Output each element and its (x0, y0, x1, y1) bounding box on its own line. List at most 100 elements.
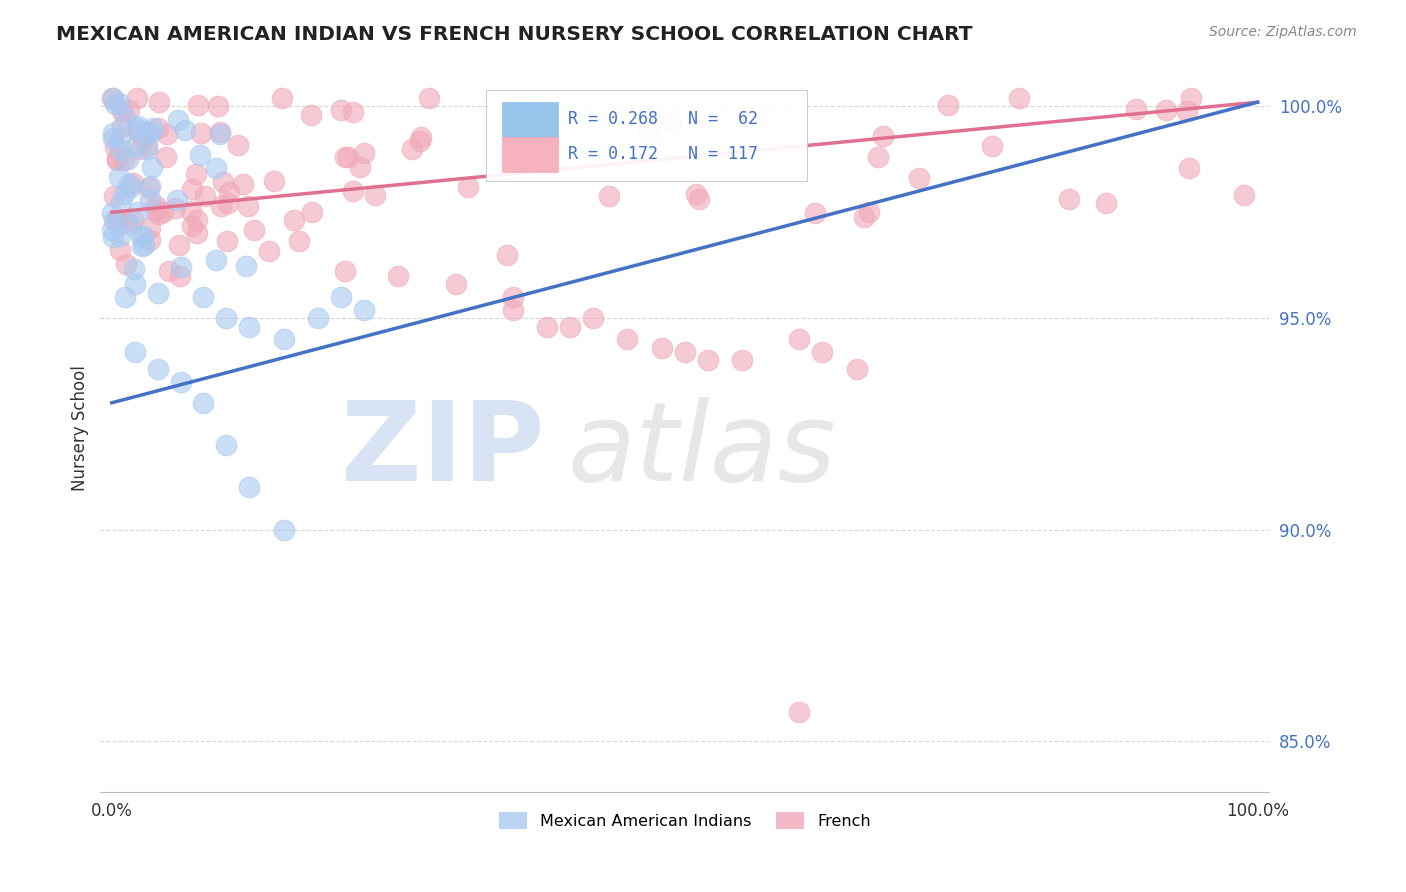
Point (226, 138, 249, 153)
Point (101, 91, 124, 105)
Point (135, 142, 157, 156)
Point (148, 207, 170, 221)
Point (193, 290, 215, 304)
Point (804, 206, 827, 220)
Point (204, 252, 226, 267)
Point (104, 140, 127, 154)
Point (208, 125, 231, 139)
Point (156, 127, 179, 141)
Point (114, 153, 136, 167)
Point (1125, 102, 1147, 116)
Point (112, 186, 135, 201)
Point (401, 142, 423, 156)
Point (299, 108, 322, 122)
Point (685, 186, 707, 201)
Point (787, 332, 810, 346)
Point (101, 126, 124, 140)
Point (232, 177, 254, 191)
Point (731, 353, 754, 368)
Point (387, 268, 409, 283)
Point (114, 110, 136, 124)
Point (536, 319, 558, 334)
Point (141, 160, 163, 174)
Point (107, 213, 129, 227)
Point (139, 233, 162, 247)
Point (108, 229, 131, 244)
Point (141, 126, 163, 140)
Point (138, 221, 160, 235)
Point (181, 219, 204, 233)
Point (101, 131, 124, 145)
Point (257, 244, 280, 259)
Point (502, 302, 524, 317)
Point (188, 148, 211, 162)
Point (148, 95, 170, 109)
Point (582, 311, 605, 326)
Point (122, 211, 145, 226)
Point (696, 353, 718, 368)
Point (146, 285, 169, 300)
Point (173, 122, 195, 136)
Point (1008, 91, 1031, 105)
Point (235, 259, 257, 273)
Point (598, 189, 620, 203)
Point (638, 126, 661, 140)
Text: Source: ZipAtlas.com: Source: ZipAtlas.com (1209, 25, 1357, 39)
Point (307, 311, 329, 326)
Point (163, 201, 186, 215)
Point (117, 214, 139, 228)
Point (349, 160, 371, 174)
Point (127, 124, 149, 138)
Point (811, 345, 834, 359)
Point (1178, 161, 1201, 176)
Y-axis label: Nursery School: Nursery School (72, 365, 89, 491)
Point (186, 226, 208, 240)
Point (103, 189, 125, 203)
Point (136, 139, 159, 153)
Point (138, 193, 160, 207)
Point (1154, 103, 1177, 117)
FancyBboxPatch shape (502, 102, 558, 136)
Point (204, 161, 226, 175)
Point (101, 230, 124, 244)
Point (169, 260, 191, 275)
Point (908, 170, 931, 185)
Point (118, 103, 141, 118)
Point (169, 238, 191, 252)
Point (155, 150, 177, 164)
Text: R = 0.268   N =  62: R = 0.268 N = 62 (568, 111, 758, 128)
Point (111, 104, 134, 119)
Point (107, 170, 129, 185)
Point (124, 121, 146, 136)
Point (218, 186, 240, 200)
Point (353, 302, 375, 317)
Point (457, 179, 479, 194)
Text: ZIP: ZIP (342, 397, 544, 503)
Point (330, 103, 353, 117)
Point (661, 116, 683, 130)
Point (129, 228, 152, 243)
Point (1233, 187, 1256, 202)
Point (101, 206, 124, 220)
Point (1094, 196, 1116, 211)
Text: R = 0.172   N = 117: R = 0.172 N = 117 (568, 145, 758, 163)
Point (502, 290, 524, 304)
Point (238, 480, 260, 494)
Point (139, 178, 162, 193)
Point (125, 139, 148, 153)
Point (688, 192, 710, 206)
Point (342, 105, 364, 120)
Point (111, 120, 134, 134)
Point (107, 95, 129, 110)
Point (169, 375, 191, 389)
Point (217, 195, 239, 210)
Point (616, 332, 638, 346)
Point (127, 91, 149, 105)
Point (186, 212, 208, 227)
Point (981, 139, 1004, 153)
Point (353, 146, 375, 161)
Point (858, 205, 880, 219)
FancyBboxPatch shape (486, 89, 807, 180)
Point (418, 91, 440, 105)
Point (169, 268, 191, 283)
